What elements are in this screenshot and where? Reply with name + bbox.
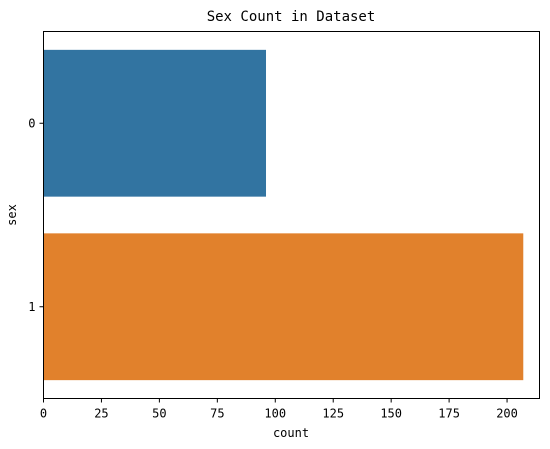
x-tick-label: 25 xyxy=(94,407,108,421)
y-tick-label: 0 xyxy=(28,116,35,130)
x-tick-label: 75 xyxy=(210,407,224,421)
y-axis-label: sex xyxy=(5,204,19,226)
x-tick-label: 150 xyxy=(380,407,402,421)
x-axis-label: count xyxy=(273,426,309,440)
plot-frame xyxy=(43,31,540,399)
chart-title: Sex Count in Dataset xyxy=(207,9,376,25)
x-tick-label: 200 xyxy=(496,407,518,421)
x-tick-label: 0 xyxy=(40,407,47,421)
bar-sex-0 xyxy=(43,49,267,197)
x-tick-label: 125 xyxy=(322,407,344,421)
x-tick-label: 50 xyxy=(152,407,166,421)
bar-group xyxy=(43,49,524,381)
x-tick-label: 100 xyxy=(264,407,286,421)
bar-sex-1 xyxy=(43,233,524,381)
y-axis-ticks: 01 xyxy=(28,116,44,314)
x-tick-label: 175 xyxy=(438,407,460,421)
x-axis-ticks: 0 25 50 75 100 125 150 175 200 xyxy=(40,398,518,421)
y-tick-label: 1 xyxy=(28,300,35,314)
